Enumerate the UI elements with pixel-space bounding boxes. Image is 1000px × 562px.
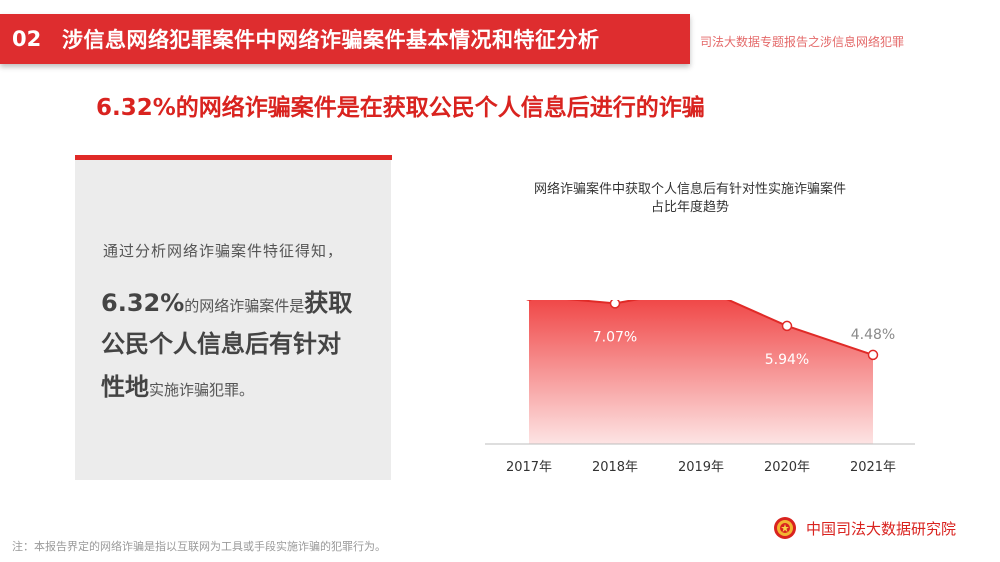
section-title: 涉信息网络犯罪案件中网络诈骗案件基本情况和特征分析 (62, 28, 600, 52)
series-line (566, 300, 874, 356)
data-point (609, 300, 621, 309)
national-emblem-icon (774, 517, 796, 539)
data-label: 7.07% (593, 329, 637, 345)
x-tick-label: 2018年 (592, 460, 638, 475)
report-series-tag: 司法大数据专题报告之涉信息网络犯罪 (700, 35, 905, 49)
data-point (781, 320, 793, 332)
summary-text-fragment: 的网络诈骗案件是 (184, 297, 305, 315)
summary-line-4: 性地实施诈骗犯罪。 (101, 367, 254, 402)
chart-title-line-2: 占比年度趋势 (650, 200, 729, 215)
trend-area-chart: 7.46%2017年7.07%2018年7.86%2019年5.94%2020年… (485, 300, 915, 475)
x-tick-label: 2017年 (506, 460, 552, 475)
summary-line-1: 通过分析网络诈骗案件特征得知， (103, 242, 344, 260)
x-tick-label: 2021年 (850, 460, 896, 475)
data-label: 4.48% (851, 327, 895, 343)
data-label: 5.94% (765, 352, 809, 368)
summary-highlight-percent: 6.32% (101, 289, 185, 317)
summary-line-2: 6.32%的网络诈骗案件是获取 (101, 283, 352, 318)
summary-line-3: 公民个人信息后有针对 (101, 330, 341, 358)
summary-text-ending: 实施诈骗犯罪。 (149, 381, 255, 399)
footnote: 注：本报告界定的网络诈骗是指以互联网为工具或手段实施诈骗的犯罪行为。 (12, 540, 386, 553)
organization-name: 中国司法大数据研究院 (806, 520, 957, 538)
summary-panel-accent-bar (75, 155, 392, 160)
data-point (867, 349, 879, 361)
slide-headline: 6.32%的网络诈骗案件是在获取公民个人信息后进行的诈骗 (96, 95, 705, 121)
chart-title-line-1: 网络诈骗案件中获取个人信息后有针对性实施诈骗案件 (533, 182, 846, 197)
section-title-bar: 02 涉信息网络犯罪案件中网络诈骗案件基本情况和特征分析 (0, 14, 690, 64)
x-tick-label: 2019年 (678, 460, 724, 475)
summary-panel (75, 160, 391, 480)
area-fill (529, 300, 873, 444)
x-tick-label: 2020年 (764, 460, 810, 475)
summary-highlight-word: 获取 (304, 289, 353, 317)
section-number: 02 (12, 27, 42, 51)
summary-highlight-word-2: 性地 (101, 373, 149, 401)
